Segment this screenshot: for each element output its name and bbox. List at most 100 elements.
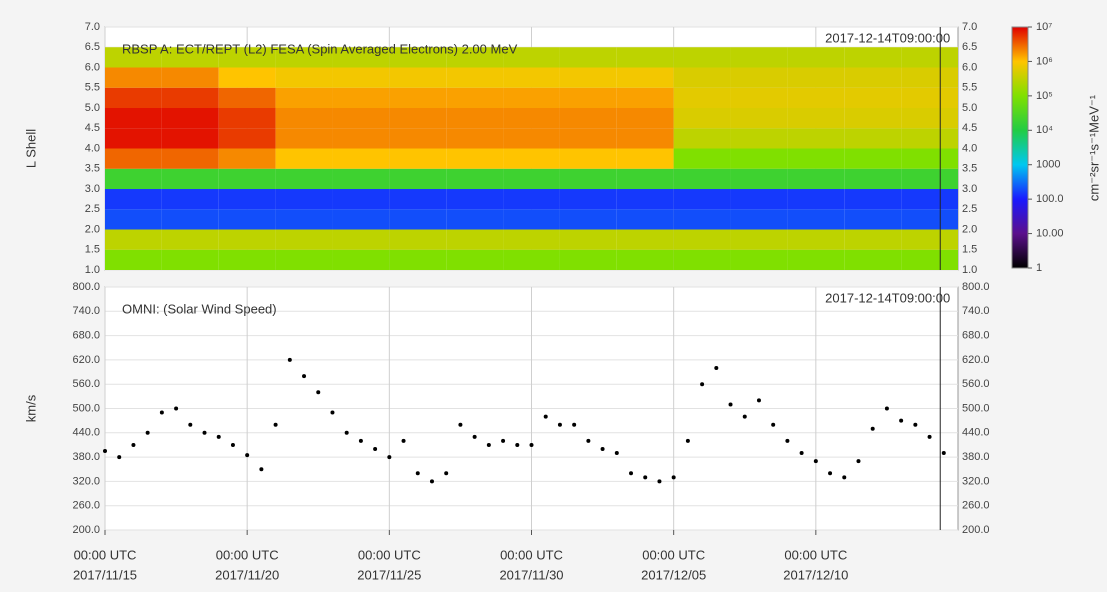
y-tick-label: 6.5: [85, 41, 100, 53]
heatmap-cell: [901, 108, 958, 129]
heatmap-cell: [787, 249, 845, 270]
heatmap-cell: [446, 168, 504, 189]
heatmap-cell: [787, 209, 845, 230]
heatmap-cell: [673, 87, 731, 108]
colorbar: [1011, 26, 1029, 269]
heatmap-cell: [673, 249, 731, 270]
heatmap-cell: [218, 47, 276, 68]
heatmap-cell: [844, 108, 902, 129]
heatmap-cell: [901, 67, 958, 88]
cursor-label: 2017-12-14T09:00:00: [825, 290, 950, 305]
y-tick-label: 3.0: [85, 183, 100, 195]
x-tick-label: 00:00 UTC: [784, 547, 847, 562]
data-point: [870, 426, 875, 431]
y-tick-label: 440.0: [72, 427, 100, 439]
heatmap-cell: [332, 209, 390, 230]
data-point: [842, 475, 847, 480]
heatmap-cell: [730, 249, 788, 270]
heatmap-cell: [218, 249, 276, 270]
data-point: [174, 406, 179, 411]
heatmap-cell: [161, 87, 219, 108]
data-point: [387, 455, 392, 460]
data-point: [600, 447, 605, 451]
heatmap-cell: [901, 148, 958, 169]
y2-tick-label: 2.0: [962, 223, 977, 235]
data-point: [529, 442, 534, 447]
heatmap-cell: [161, 229, 219, 250]
y2-tick-label: 320.0: [962, 475, 990, 487]
colorbar-tick-label: 1: [1036, 262, 1042, 274]
heatmap-cell: [616, 249, 674, 270]
heatmap-cell: [616, 47, 674, 68]
heatmap-cell: [901, 249, 958, 270]
heatmap-cell: [275, 148, 333, 169]
heatmap-cell: [503, 108, 560, 129]
data-point: [103, 449, 107, 454]
data-point: [813, 459, 818, 464]
heatmap-cell: [673, 67, 731, 88]
heatmap-cell: [389, 229, 447, 250]
heatmap-cell: [389, 47, 447, 68]
y2-tick-label: 1.5: [962, 244, 977, 256]
heatmap-cell: [559, 229, 617, 250]
heatmap-cell: [787, 168, 845, 189]
x-tick-label: 2017/11/20: [215, 567, 279, 582]
heatmap-cell: [616, 189, 674, 210]
data-point: [159, 410, 164, 415]
heatmap-cell: [503, 148, 560, 169]
heatmap-cell: [673, 108, 731, 129]
heatmap-cell: [161, 209, 219, 230]
heatmap-cell: [105, 148, 162, 169]
heatmap-cell: [332, 229, 390, 250]
y2-tick-label: 6.5: [962, 41, 977, 53]
heatmap-cell: [275, 108, 333, 129]
data-point: [117, 455, 122, 460]
y-tick-label: 620.0: [72, 354, 100, 366]
colorbar-tick-label: 10⁷: [1036, 21, 1052, 33]
y2-tick-label: 620.0: [962, 354, 990, 366]
heatmap-cell: [275, 47, 333, 68]
y-tick-label: 740.0: [72, 305, 100, 317]
y2-tick-label: 6.0: [962, 61, 977, 73]
heatmap-cell: [616, 108, 674, 129]
heatmap-cell: [844, 128, 902, 149]
heatmap-cell: [503, 209, 560, 230]
heatmap-cell: [446, 148, 504, 169]
x-tick-label: 2017/11/15: [73, 567, 137, 582]
heatmap-cell: [730, 47, 788, 68]
data-point: [245, 453, 250, 458]
y-axis-label: km/s: [23, 394, 38, 422]
heatmap-cell: [901, 47, 958, 68]
data-point: [287, 357, 292, 362]
heatmap-cell: [901, 209, 958, 230]
colorbar-title: cm⁻²sr⁻¹s⁻¹MeV⁻¹: [1086, 94, 1101, 201]
heatmap-cell: [844, 209, 902, 230]
heatmap-cell: [275, 189, 333, 210]
heatmap-cell: [503, 47, 560, 68]
data-point: [572, 422, 577, 427]
heatmap-cell: [218, 168, 276, 189]
heatmap-cell: [787, 189, 845, 210]
heatmap-cell: [161, 108, 219, 129]
data-point: [899, 418, 904, 423]
x-tick-label: 2017/12/10: [783, 567, 848, 582]
heatmap-cell: [503, 128, 560, 149]
heatmap-cell: [901, 189, 958, 210]
heatmap-cell: [161, 67, 219, 88]
heatmap-cell: [218, 128, 276, 149]
y2-tick-label: 1.0: [962, 264, 977, 276]
data-point: [415, 471, 420, 476]
heatmap-cell: [275, 249, 333, 270]
heatmap-cell: [673, 148, 731, 169]
heatmap-cell: [389, 108, 447, 129]
heatmap-cell: [161, 128, 219, 149]
data-point: [458, 422, 463, 427]
colorbar-tick-label: 10⁴: [1036, 124, 1053, 136]
data-point: [145, 430, 150, 435]
x-tick-label: 00:00 UTC: [642, 547, 705, 562]
heatmap-cell: [559, 249, 617, 270]
heatmap-cell: [616, 229, 674, 250]
y-tick-label: 380.0: [72, 451, 100, 463]
heatmap-cell: [730, 168, 788, 189]
x-tick-label: 00:00 UTC: [216, 547, 279, 562]
